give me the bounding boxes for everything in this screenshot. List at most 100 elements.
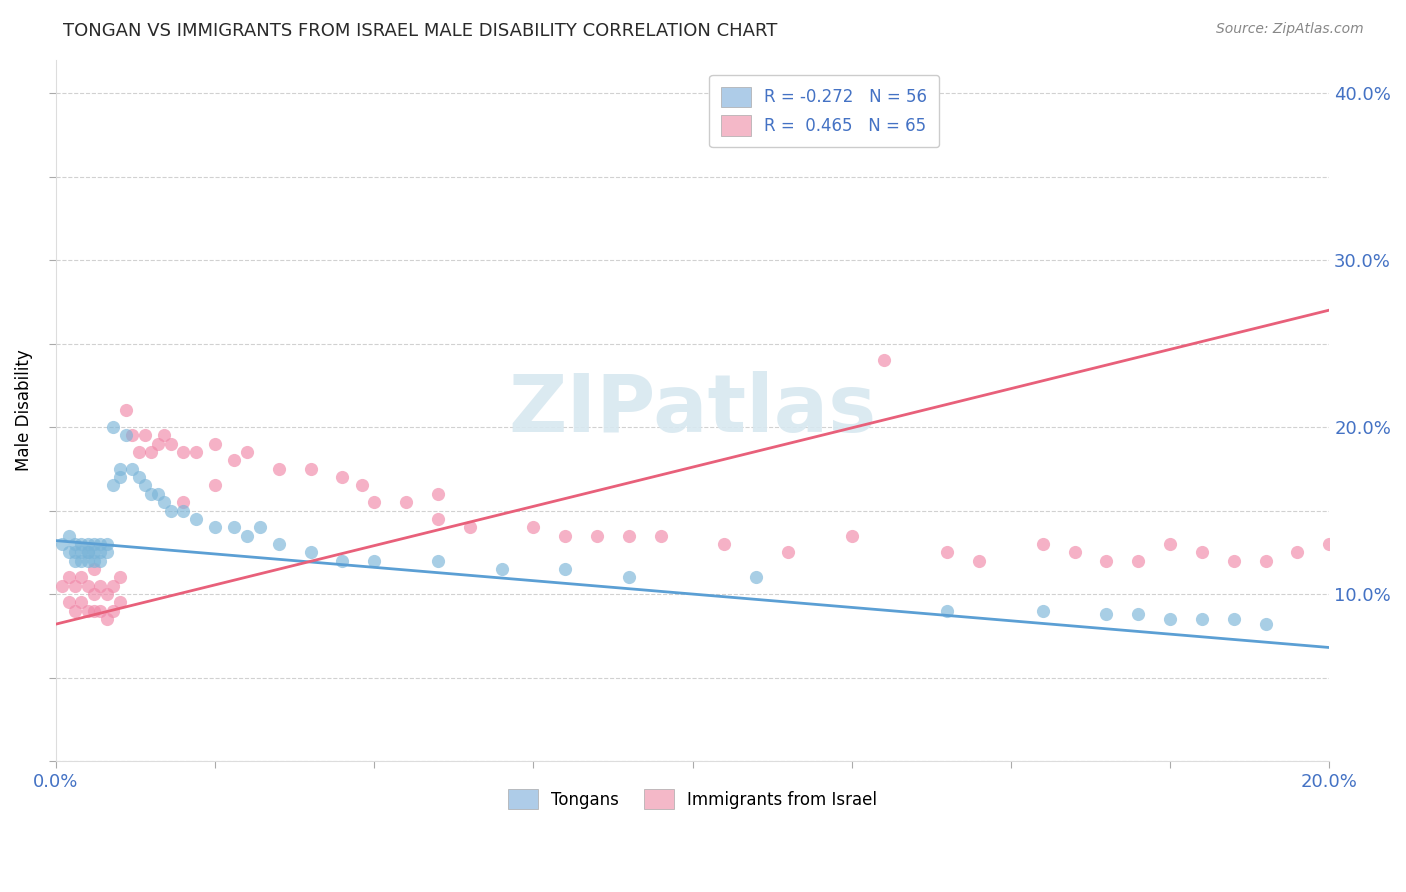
Point	[350, 478, 373, 492]
Point	[83, 537, 105, 551]
Point	[51, 579, 73, 593]
Point	[1191, 545, 1213, 559]
Point	[83, 554, 105, 568]
Point	[1222, 612, 1244, 626]
Point	[936, 545, 959, 559]
Point	[83, 587, 105, 601]
Point	[89, 554, 111, 568]
Point	[426, 554, 449, 568]
Point	[650, 528, 672, 542]
Point	[83, 545, 105, 559]
Point	[224, 520, 246, 534]
Point	[108, 470, 131, 484]
Point	[96, 545, 118, 559]
Text: ZIPatlas: ZIPatlas	[509, 371, 877, 450]
Point	[128, 445, 150, 459]
Point	[236, 528, 259, 542]
Point	[103, 604, 125, 618]
Point	[1317, 537, 1340, 551]
Point	[1191, 612, 1213, 626]
Point	[1159, 612, 1181, 626]
Point	[184, 445, 207, 459]
Point	[363, 554, 385, 568]
Point	[76, 545, 98, 559]
Point	[299, 545, 322, 559]
Point	[108, 595, 131, 609]
Point	[299, 462, 322, 476]
Point	[108, 462, 131, 476]
Point	[936, 604, 959, 618]
Point	[159, 503, 181, 517]
Point	[586, 528, 609, 542]
Point	[522, 520, 544, 534]
Point	[63, 537, 86, 551]
Point	[1286, 545, 1309, 559]
Point	[89, 545, 111, 559]
Point	[713, 537, 735, 551]
Text: TONGAN VS IMMIGRANTS FROM ISRAEL MALE DISABILITY CORRELATION CHART: TONGAN VS IMMIGRANTS FROM ISRAEL MALE DI…	[63, 22, 778, 40]
Point	[554, 528, 576, 542]
Point	[491, 562, 513, 576]
Point	[89, 537, 111, 551]
Point	[172, 445, 194, 459]
Point	[70, 537, 93, 551]
Point	[204, 478, 226, 492]
Point	[1063, 545, 1085, 559]
Point	[63, 604, 86, 618]
Point	[58, 595, 80, 609]
Point	[426, 512, 449, 526]
Point	[83, 604, 105, 618]
Point	[103, 579, 125, 593]
Point	[1222, 554, 1244, 568]
Point	[1032, 537, 1054, 551]
Legend: Tongans, Immigrants from Israel: Tongans, Immigrants from Israel	[501, 782, 884, 816]
Point	[332, 554, 354, 568]
Point	[395, 495, 418, 509]
Point	[76, 579, 98, 593]
Point	[1254, 554, 1277, 568]
Point	[184, 512, 207, 526]
Point	[1128, 607, 1150, 621]
Point	[128, 470, 150, 484]
Point	[58, 570, 80, 584]
Point	[1095, 607, 1118, 621]
Point	[267, 537, 290, 551]
Point	[89, 604, 111, 618]
Point	[267, 462, 290, 476]
Point	[58, 545, 80, 559]
Point	[146, 436, 169, 450]
Point	[83, 562, 105, 576]
Point	[967, 554, 990, 568]
Point	[63, 579, 86, 593]
Point	[103, 420, 125, 434]
Point	[841, 528, 863, 542]
Point	[63, 545, 86, 559]
Point	[172, 495, 194, 509]
Point	[236, 445, 259, 459]
Point	[89, 579, 111, 593]
Point	[249, 520, 271, 534]
Point	[1095, 554, 1118, 568]
Point	[1128, 554, 1150, 568]
Point	[115, 428, 138, 442]
Point	[70, 570, 93, 584]
Point	[63, 554, 86, 568]
Point	[332, 470, 354, 484]
Point	[121, 462, 143, 476]
Point	[96, 587, 118, 601]
Point	[617, 570, 640, 584]
Point	[141, 487, 163, 501]
Point	[224, 453, 246, 467]
Point	[76, 604, 98, 618]
Point	[426, 487, 449, 501]
Point	[76, 554, 98, 568]
Point	[70, 554, 93, 568]
Point	[204, 520, 226, 534]
Point	[58, 528, 80, 542]
Point	[121, 428, 143, 442]
Point	[134, 478, 156, 492]
Point	[363, 495, 385, 509]
Point	[1159, 537, 1181, 551]
Point	[745, 570, 768, 584]
Point	[204, 436, 226, 450]
